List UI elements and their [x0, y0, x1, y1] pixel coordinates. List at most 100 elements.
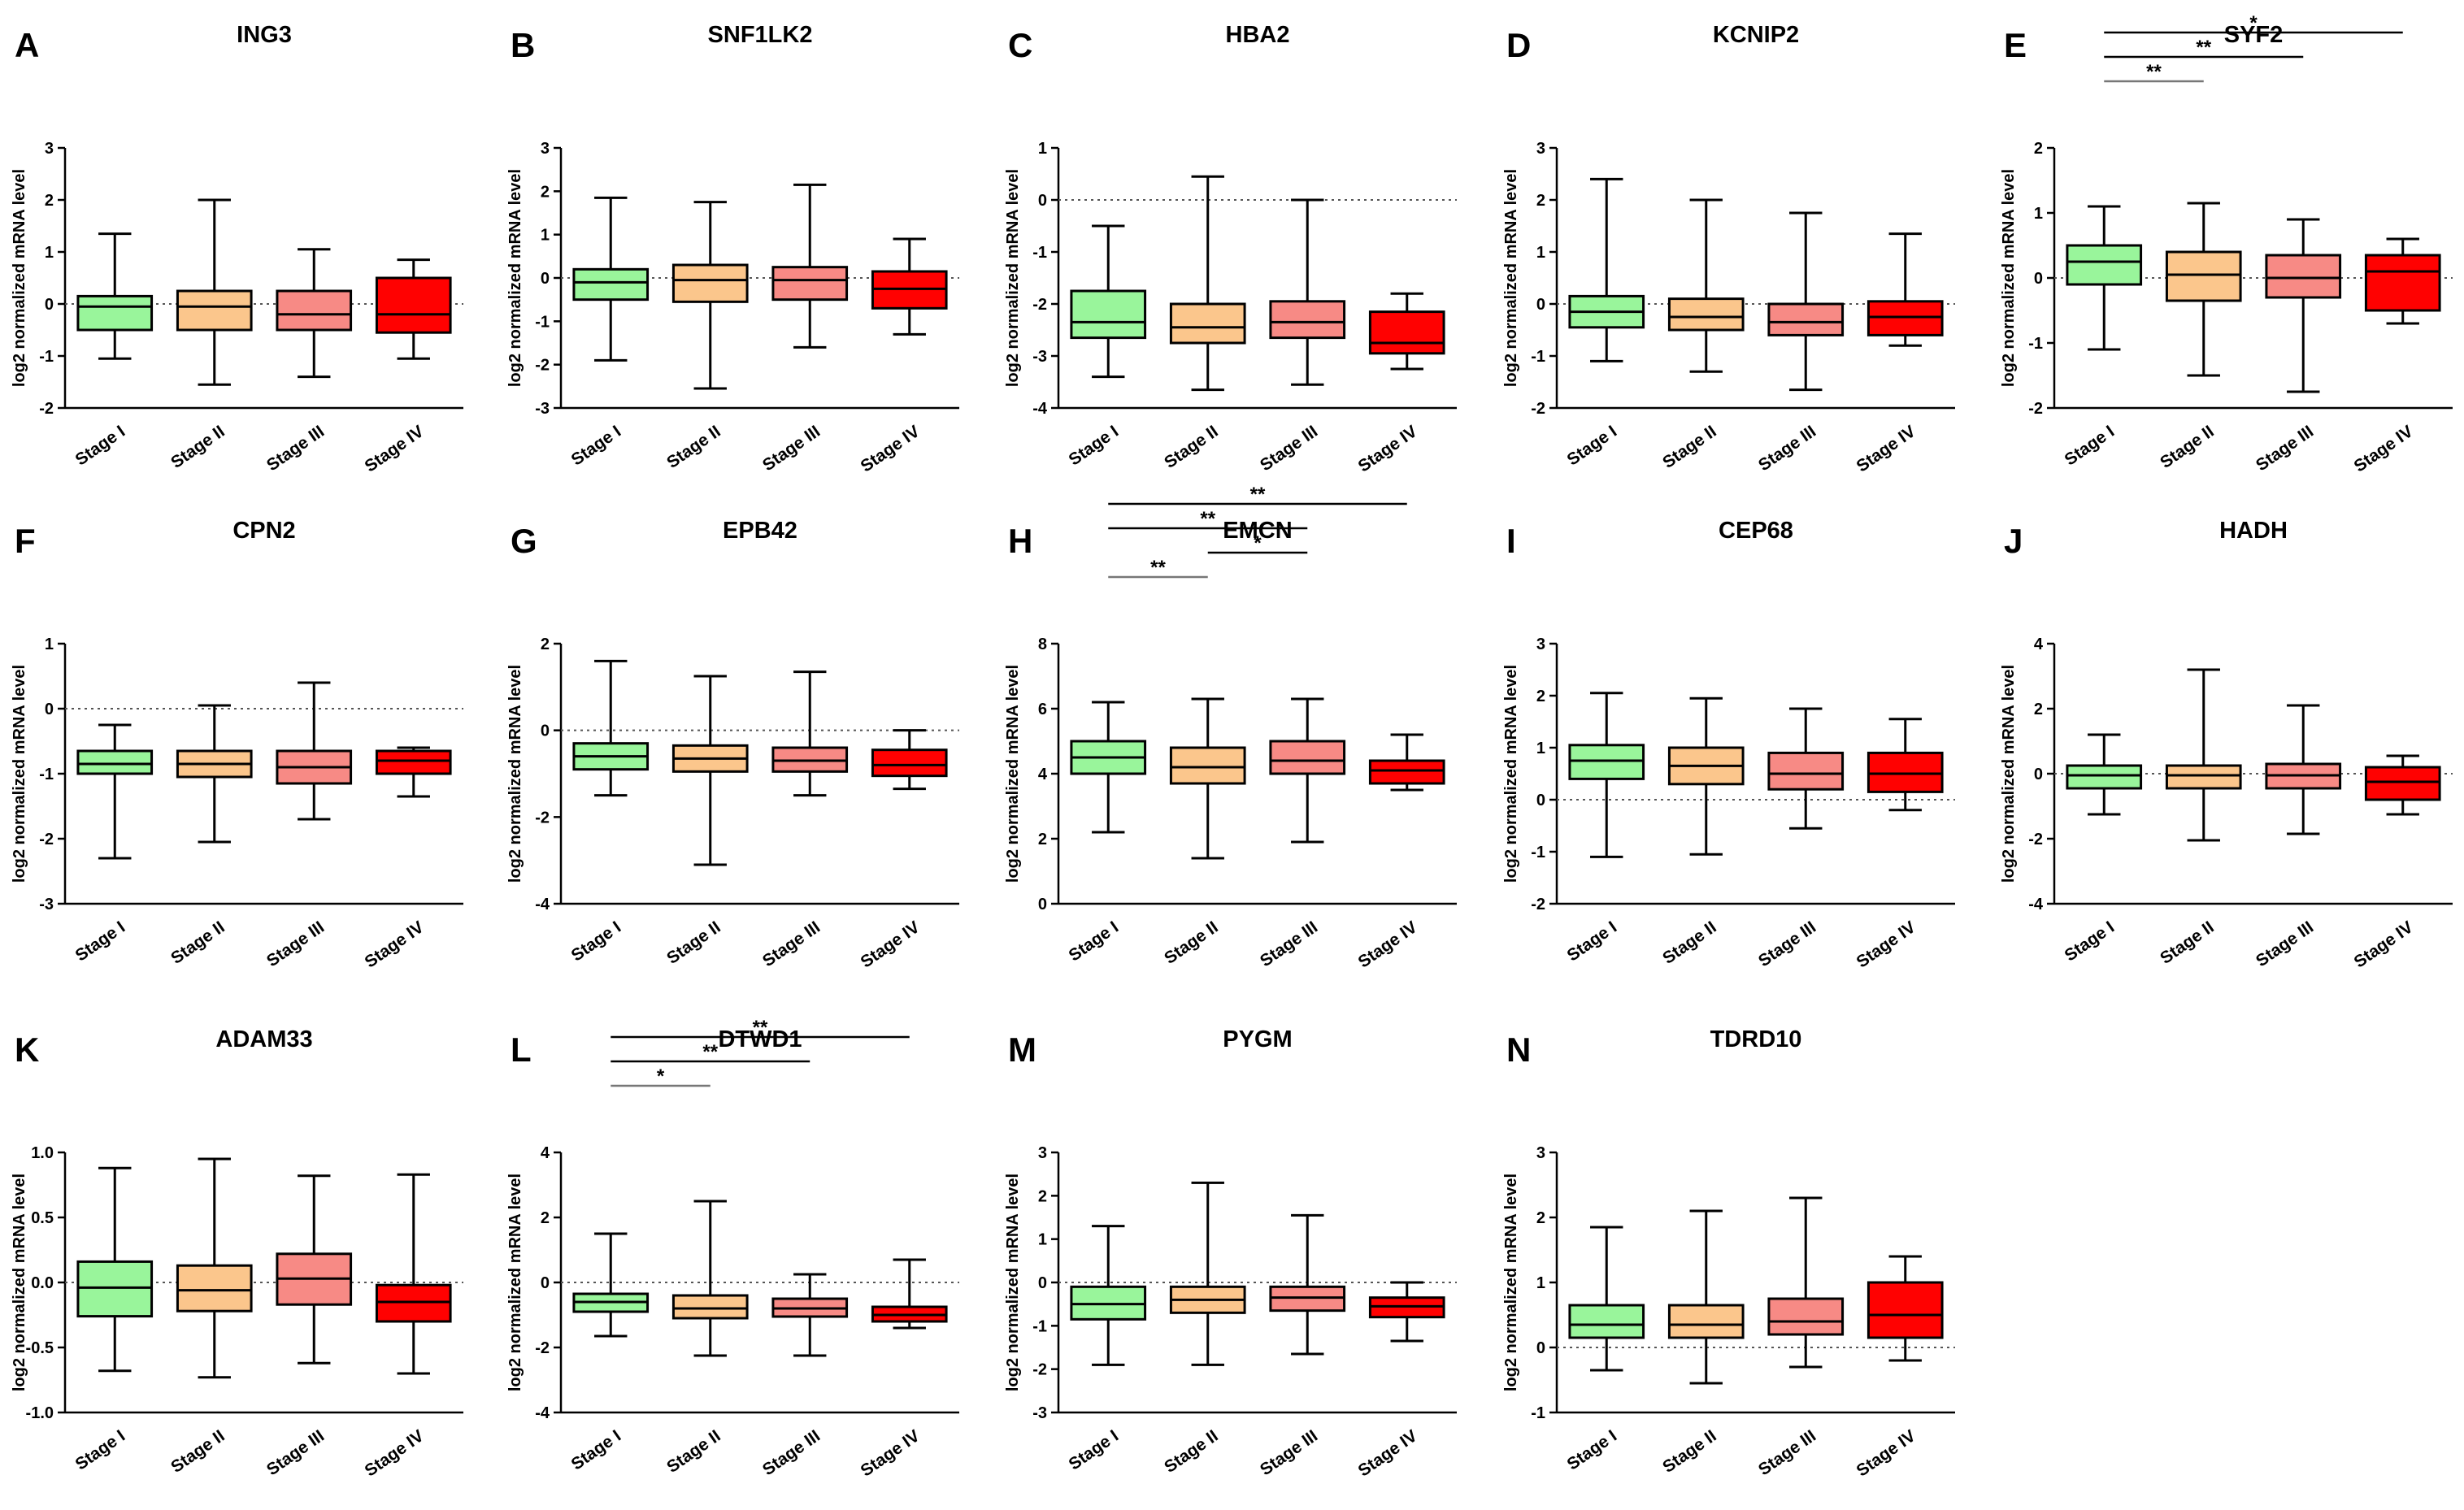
y-tick-label: 4 — [2034, 636, 2044, 653]
x-tick-label: Stage III — [1257, 422, 1321, 475]
y-tick-label: -4 — [535, 896, 550, 913]
box-body — [671, 263, 749, 303]
y-tick-label: 1 — [1536, 740, 1545, 757]
x-tick-label: Stage I — [1066, 918, 1123, 965]
y-tick-label: -3 — [1032, 348, 1047, 366]
panel-title: KCNIP2 — [1713, 22, 1799, 48]
box-body — [1568, 1304, 1645, 1339]
x-tick-label: Stage II — [2157, 422, 2217, 472]
y-tick-label: 2 — [541, 1209, 550, 1227]
y-tick-label: 0 — [2034, 270, 2043, 288]
x-tick-label: Stage III — [263, 1426, 328, 1479]
significance-label: ** — [1250, 484, 1266, 506]
y-axis-label: log2 normalized mRNA level — [11, 169, 28, 387]
box-stage-iii — [276, 681, 353, 821]
box-stage-iii — [1269, 198, 1346, 386]
y-tick-label: -2 — [2028, 400, 2043, 418]
y-tick-label: -2 — [39, 831, 54, 848]
x-tick-label: Stage II — [167, 918, 228, 968]
box-stage-iv — [1866, 1255, 1944, 1362]
box-stage-ii — [2165, 668, 2242, 842]
box-body — [1070, 289, 1147, 340]
panel-e: E SYF2 log2 normalized mRNA level -2 -1 0 1 2 St… — [2000, 12, 2453, 476]
box-stage-iii — [276, 1174, 353, 1365]
y-tick-label: 0 — [45, 701, 54, 718]
y-tick-label: 1 — [1038, 1231, 1047, 1249]
panel-h: H EMCN log2 normalized mRNA level 0 2 4 6 8 Stag… — [1004, 484, 1457, 972]
y-tick-label: -1 — [39, 766, 54, 783]
panel-title: TDRD10 — [1710, 1026, 1802, 1052]
box-body — [375, 749, 452, 775]
x-tick-label: Stage III — [263, 422, 328, 475]
panel-j: J HADH log2 normalized mRNA level -4 -2 0 2 4 St… — [2000, 518, 2453, 972]
y-axis-label: log2 normalized mRNA level — [1502, 169, 1520, 387]
x-tick-label: Stage II — [1161, 422, 1221, 472]
x-tick-label: Stage III — [759, 918, 824, 970]
y-tick-label: 0 — [1038, 192, 1047, 210]
significance-label: ** — [1150, 557, 1166, 579]
box-stage-iv — [2364, 237, 2441, 325]
box-body — [2364, 254, 2441, 312]
x-tick-label: Stage II — [2157, 918, 2217, 968]
y-tick-label: 1 — [2034, 205, 2043, 223]
y-axis-label: log2 normalized mRNA level — [506, 665, 524, 883]
y-tick-label: -3 — [1032, 1404, 1047, 1422]
box-body — [1269, 740, 1346, 775]
y-tick-label: 4 — [541, 1144, 550, 1162]
box-stage-i — [572, 659, 650, 797]
panel-letter: H — [1008, 522, 1032, 560]
y-tick-label: -1.0 — [26, 1404, 54, 1422]
x-tick-label: Stage II — [1161, 1426, 1221, 1477]
x-tick-label: Stage IV — [2351, 422, 2417, 475]
y-tick-label: 2 — [541, 183, 550, 201]
y-tick-label: 1 — [45, 636, 54, 653]
box-stage-i — [1070, 224, 1147, 379]
y-tick-label: -2 — [1032, 296, 1047, 314]
box-body — [1169, 302, 1246, 345]
x-tick-label: Stage IV — [858, 1426, 923, 1480]
panel-title: ING3 — [237, 22, 292, 48]
y-tick-label: 0.0 — [31, 1274, 54, 1292]
y-tick-label: -2 — [535, 1339, 550, 1357]
box-body — [76, 294, 154, 332]
panel-letter: J — [2004, 522, 2023, 560]
box-stage-iv — [1866, 232, 1944, 347]
box-body — [671, 1294, 749, 1320]
box-body — [1169, 746, 1246, 785]
panel-b: B SNF1LK2 log2 normalized mRNA level -3 -2 -1… — [506, 22, 959, 476]
y-tick-label: -2 — [1531, 400, 1545, 418]
y-tick-label: -2 — [535, 357, 550, 375]
y-tick-label: 2 — [45, 192, 54, 210]
panel-letter: N — [1506, 1031, 1531, 1069]
box-stage-i — [1568, 177, 1645, 362]
panel-title: EMCN — [1223, 518, 1292, 544]
y-tick-label: -0.5 — [26, 1339, 54, 1357]
y-tick-label: 8 — [1038, 636, 1047, 653]
y-tick-label: 0 — [1038, 896, 1047, 913]
box-stage-iii — [2265, 218, 2342, 393]
y-axis-label: log2 normalized mRNA level — [1502, 665, 1520, 883]
x-tick-label: Stage III — [1257, 1426, 1321, 1479]
y-tick-label: 1 — [1536, 244, 1545, 262]
panel-title: ADAM33 — [215, 1026, 312, 1052]
box-body — [375, 276, 452, 334]
x-tick-label: Stage IV — [858, 918, 923, 971]
panel-title: CEP68 — [1719, 518, 1793, 544]
x-tick-label: Stage IV — [858, 422, 923, 475]
panel-title: PYGM — [1223, 1026, 1292, 1052]
box-stage-iii — [1767, 211, 1845, 392]
box-stage-iii — [2265, 704, 2342, 835]
y-tick-label: 3 — [1038, 1144, 1047, 1162]
y-tick-label: 3 — [541, 140, 550, 158]
y-tick-label: -1 — [1531, 844, 1545, 861]
panel-f: F CPN2 log2 normalized mRNA level -3 -2 -1 0 1 S… — [11, 518, 463, 972]
x-tick-label: Stage IV — [1853, 422, 1919, 475]
y-tick-label: -3 — [39, 896, 54, 913]
box-body — [572, 267, 650, 302]
box-body — [1866, 300, 1944, 336]
box-stage-iv — [871, 729, 948, 791]
x-tick-label: Stage I — [2062, 422, 2119, 469]
y-axis-label: log2 normalized mRNA level — [506, 1174, 524, 1391]
y-tick-label: -1 — [535, 313, 550, 331]
